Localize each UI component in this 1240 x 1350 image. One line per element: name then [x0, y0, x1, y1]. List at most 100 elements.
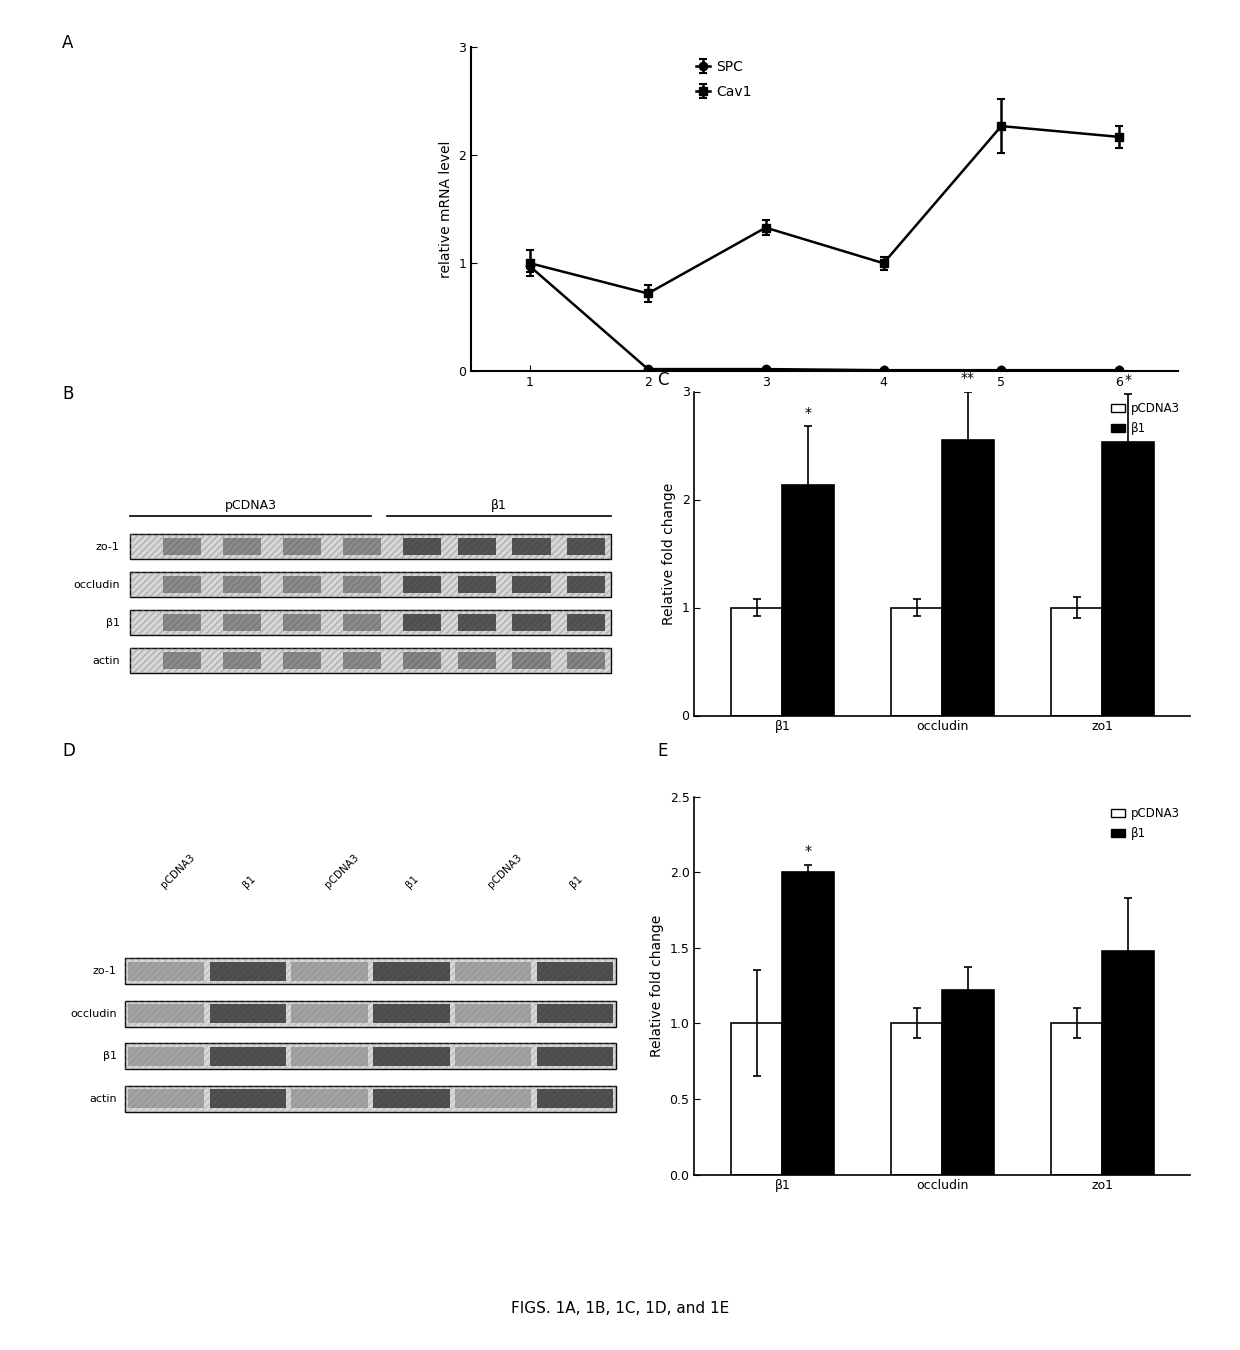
- Legend: pCDNA3, β1: pCDNA3, β1: [1106, 802, 1184, 845]
- Bar: [164, 576, 201, 594]
- Text: β1: β1: [103, 1052, 117, 1061]
- Bar: [782, 486, 833, 716]
- Text: *: *: [805, 405, 811, 420]
- Bar: [455, 961, 532, 981]
- Bar: [130, 610, 610, 636]
- Bar: [458, 614, 496, 632]
- Bar: [223, 539, 262, 555]
- Text: pCDNA3: pCDNA3: [486, 852, 525, 890]
- Text: FIGS. 1A, 1B, 1C, 1D, and 1E: FIGS. 1A, 1B, 1C, 1D, and 1E: [511, 1301, 729, 1316]
- Bar: [892, 608, 942, 716]
- Bar: [373, 1089, 450, 1108]
- Bar: [130, 648, 610, 674]
- Bar: [343, 539, 382, 555]
- Bar: [223, 576, 262, 594]
- Bar: [130, 535, 610, 559]
- Text: β1: β1: [404, 873, 420, 890]
- Bar: [223, 614, 262, 632]
- Bar: [291, 1046, 368, 1065]
- Bar: [942, 990, 993, 1174]
- Text: occludin: occludin: [73, 579, 119, 590]
- Text: pCDNA3: pCDNA3: [224, 500, 277, 513]
- Bar: [130, 610, 610, 636]
- Bar: [291, 961, 368, 981]
- Text: E: E: [657, 743, 667, 760]
- Bar: [1052, 608, 1102, 716]
- Text: zo-1: zo-1: [93, 967, 117, 976]
- Bar: [210, 961, 286, 981]
- Bar: [1102, 443, 1153, 716]
- Bar: [164, 614, 201, 632]
- Bar: [455, 1004, 532, 1023]
- Bar: [373, 1046, 450, 1065]
- Bar: [130, 535, 610, 559]
- Bar: [458, 539, 496, 555]
- Bar: [343, 576, 382, 594]
- Bar: [291, 1089, 368, 1108]
- Bar: [403, 652, 441, 670]
- Bar: [223, 652, 262, 670]
- Bar: [128, 1046, 205, 1065]
- Bar: [343, 652, 382, 670]
- Bar: [291, 1004, 368, 1023]
- Bar: [128, 1004, 205, 1023]
- Text: **: **: [961, 371, 975, 385]
- Bar: [403, 614, 441, 632]
- Y-axis label: Relative fold change: Relative fold change: [650, 914, 663, 1057]
- Bar: [130, 572, 610, 597]
- Bar: [283, 652, 321, 670]
- Bar: [537, 1046, 614, 1065]
- Bar: [283, 576, 321, 594]
- Bar: [892, 1023, 942, 1174]
- Bar: [1102, 950, 1153, 1174]
- Y-axis label: relative mRNA level: relative mRNA level: [439, 140, 453, 278]
- Text: D: D: [62, 743, 74, 760]
- Bar: [537, 961, 614, 981]
- Text: β1: β1: [491, 500, 507, 513]
- Bar: [164, 539, 201, 555]
- Bar: [125, 1000, 616, 1027]
- Bar: [210, 1089, 286, 1108]
- Text: actin: actin: [89, 1094, 117, 1103]
- Bar: [567, 576, 605, 594]
- Bar: [130, 572, 610, 597]
- Bar: [782, 872, 833, 1174]
- Bar: [732, 1023, 782, 1174]
- Bar: [403, 539, 441, 555]
- Bar: [512, 576, 551, 594]
- Bar: [732, 608, 782, 716]
- Bar: [458, 576, 496, 594]
- Bar: [283, 539, 321, 555]
- Bar: [125, 1000, 616, 1027]
- Text: β1: β1: [105, 618, 119, 628]
- Text: pCDNA3: pCDNA3: [322, 852, 361, 890]
- Bar: [455, 1089, 532, 1108]
- Bar: [942, 440, 993, 716]
- Bar: [458, 652, 496, 670]
- Text: B: B: [62, 385, 73, 402]
- Text: zo-1: zo-1: [95, 541, 119, 552]
- Bar: [512, 539, 551, 555]
- Bar: [125, 1085, 616, 1111]
- Legend: SPC, Cav1: SPC, Cav1: [691, 54, 758, 104]
- Bar: [567, 652, 605, 670]
- Text: actin: actin: [92, 656, 119, 666]
- Bar: [512, 652, 551, 670]
- Bar: [128, 961, 205, 981]
- Bar: [567, 539, 605, 555]
- Text: occludin: occludin: [71, 1008, 117, 1019]
- Legend: pCDNA3, β1: pCDNA3, β1: [1106, 397, 1184, 440]
- Bar: [283, 614, 321, 632]
- Bar: [130, 648, 610, 674]
- Bar: [125, 958, 616, 984]
- Bar: [537, 1089, 614, 1108]
- Bar: [128, 1089, 205, 1108]
- Y-axis label: Relative fold change: Relative fold change: [662, 482, 676, 625]
- Bar: [125, 958, 616, 984]
- Bar: [125, 1044, 616, 1069]
- Bar: [373, 961, 450, 981]
- Text: A: A: [62, 34, 73, 51]
- Text: β1: β1: [241, 873, 257, 890]
- Text: *: *: [1125, 373, 1132, 387]
- Bar: [125, 1085, 616, 1111]
